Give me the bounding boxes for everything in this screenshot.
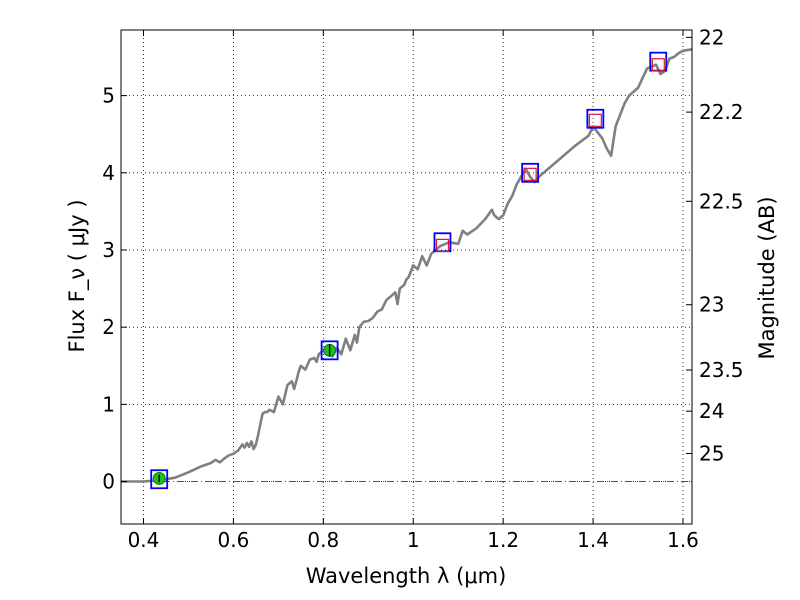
filter-box [150,469,169,490]
model-photometry-points [435,58,665,252]
x-tick-label: 0.6 [217,528,249,552]
filter-box [586,108,605,129]
model-spectrum [121,48,693,483]
magnitude-axis-ticks: 22 22.2 22.5 23 23.5 24 25 [686,25,744,466]
magnitude-tick-label: 23 [699,293,724,317]
grid [121,30,692,524]
y-axis-label: Flux F_ν ( μJy ) [65,199,90,352]
model-point [588,113,602,127]
magnitude-tick-label: 24 [699,399,724,423]
magnitude-tick-label: 22 [699,25,724,49]
y-tick-label: 2 [102,315,115,339]
x-tick-label: 1 [407,528,420,552]
y-tick-label: 1 [102,392,115,416]
x-tick-label: 0.4 [128,528,160,552]
magnitude-axis-label: Magnitude (AB) [755,196,779,359]
magnitude-tick-label: 22.2 [699,100,744,124]
y-axis-ticks: 0 1 2 3 4 5 [102,84,127,494]
y-tick-label: 5 [102,84,115,108]
magnitude-tick-label: 22.5 [699,189,744,213]
magnitude-tick-label: 25 [699,442,724,466]
plot-frame [120,29,693,525]
y-tick-label: 3 [102,238,115,262]
model-point [435,238,450,252]
x-tick-label: 0.8 [307,528,339,552]
x-tick-label: 1.2 [487,528,519,552]
y-tick-label: 0 [102,470,115,494]
sed-line [121,48,693,483]
filter-box [521,162,540,183]
y-tick-label: 4 [102,161,115,185]
filter-box [320,340,339,361]
magnitude-tick-label: 23.5 [699,358,744,382]
model-point [651,58,665,72]
observed-photometry-points [152,343,337,485]
x-tick-label: 1.6 [667,528,699,552]
model-point [523,167,537,181]
x-axis-ticks: 0.4 0.6 0.8 1 1.2 1.4 1.6 [128,30,699,552]
x-axis-label: Wavelength λ (μm) [306,564,507,588]
x-tick-label: 1.4 [577,528,609,552]
